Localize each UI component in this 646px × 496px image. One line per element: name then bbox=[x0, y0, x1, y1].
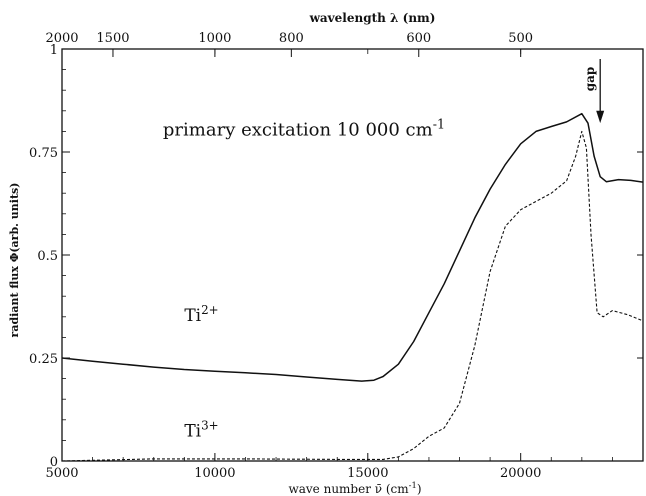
plot-frame bbox=[61, 48, 644, 462]
x-tick-label: 10000 bbox=[194, 466, 235, 481]
top-axis-tick-label: 800 bbox=[279, 31, 304, 46]
top-axis-tick-label: 500 bbox=[508, 31, 533, 46]
plot-border bbox=[61, 48, 644, 462]
x-tick-label: 20000 bbox=[500, 466, 541, 481]
y-tick-label: 1 bbox=[50, 43, 58, 58]
x-tick-label: 15000 bbox=[347, 466, 388, 481]
x-tick-label: 5000 bbox=[45, 466, 78, 481]
series-ti2-line bbox=[61, 112, 644, 382]
series-layer bbox=[61, 112, 644, 462]
y-axis-title: radiant flux Φ(arb. units) bbox=[8, 183, 21, 338]
series-ti2-label: Ti2+ bbox=[184, 303, 218, 326]
top-axis-tick-label: 600 bbox=[406, 31, 431, 46]
y-tick-label: 0.5 bbox=[37, 249, 58, 264]
top-axis-tick-label: 1000 bbox=[198, 31, 231, 46]
series-ti3-line bbox=[61, 130, 644, 462]
tick-marks bbox=[61, 48, 643, 462]
excitation-annotation: primary excitation 10 000 cm-1 bbox=[163, 116, 445, 141]
y-tick-label: 0.75 bbox=[29, 146, 58, 161]
top-axis-title: wavelength λ (nm) bbox=[309, 11, 436, 25]
gap-arrow-head bbox=[596, 110, 605, 124]
series-ti3-label: Ti3+ bbox=[184, 418, 218, 441]
gap-label: gap bbox=[583, 67, 597, 92]
y-tick-label: 0.25 bbox=[29, 352, 58, 367]
y-tick-label: 0 bbox=[50, 455, 58, 470]
x-axis-title: wave number ν̄ (cm-1) bbox=[288, 480, 421, 496]
top-axis-tick-label: 1500 bbox=[96, 31, 129, 46]
top-axis-tick-label: 2000 bbox=[45, 31, 78, 46]
